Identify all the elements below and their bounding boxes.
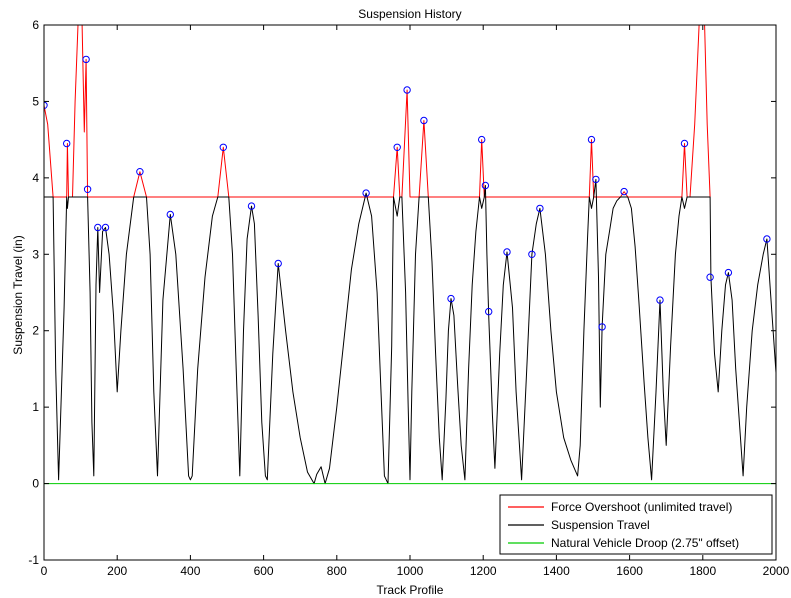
peak-marker: [44, 101, 48, 109]
peak-marker: [587, 135, 596, 144]
y-tick-label: 6: [32, 18, 39, 32]
x-tick-label: 0: [41, 564, 48, 578]
legend-label-1: Suspension Travel: [551, 518, 650, 532]
x-tick-label: 2000: [763, 564, 790, 578]
x-tick-label: 1200: [470, 564, 497, 578]
chart-title: Suspension History: [358, 7, 461, 21]
x-tick-label: 1400: [543, 564, 570, 578]
y-tick-label: 3: [32, 247, 39, 261]
y-tick-label: 5: [32, 94, 39, 108]
peak-marker: [94, 223, 102, 232]
peak-marker: [62, 139, 71, 148]
plot-series: [44, 25, 776, 485]
peak-marker: [403, 86, 411, 94]
y-axis-label: Suspension Travel (in): [11, 235, 25, 354]
x-axis-ticks: 0 200 400 600 800 1000 1200 1400 1600 1800 2000: [41, 25, 790, 578]
peak-marker: [82, 55, 90, 64]
legend-label-0: Force Overshoot (unlimited travel): [551, 500, 732, 514]
peak-marker: [680, 139, 689, 148]
peak-marker: [592, 175, 600, 184]
x-axis-label: Track Profile: [377, 583, 444, 597]
y-tick-label: 4: [32, 171, 39, 185]
peak-marker: [362, 189, 370, 197]
x-tick-label: 1800: [689, 564, 716, 578]
series-line-0: [44, 25, 711, 198]
y-tick-label: -1: [28, 553, 39, 567]
peak-marker: [136, 168, 144, 176]
peak-marker: [420, 116, 428, 125]
peak-marker: [447, 294, 455, 303]
y-tick-label: 1: [32, 400, 39, 414]
x-tick-label: 400: [180, 564, 200, 578]
x-tick-label: 1000: [397, 564, 424, 578]
legend-label-2: Natural Vehicle Droop (2.75" offset): [551, 536, 739, 550]
legend-box: [499, 494, 773, 555]
peak-marker: [620, 187, 628, 196]
peak-marker: [274, 259, 282, 268]
plot-markers: [44, 55, 771, 331]
x-tick-label: 200: [107, 564, 127, 578]
peak-marker: [536, 204, 544, 213]
peak-marker: [763, 235, 771, 243]
y-tick-label: 0: [32, 477, 39, 491]
peak-marker: [503, 248, 511, 256]
peak-marker: [101, 223, 110, 232]
x-tick-label: 1600: [616, 564, 643, 578]
x-tick-label: 600: [254, 564, 274, 578]
y-axis-ticks: -1 0 1 2 3 4 5 6: [28, 18, 776, 567]
peak-marker: [706, 273, 714, 281]
peak-marker: [724, 268, 733, 277]
peak-marker: [247, 202, 256, 210]
peak-marker: [83, 185, 92, 194]
peak-marker: [393, 143, 401, 152]
peak-marker: [481, 181, 490, 190]
peak-marker: [485, 307, 493, 316]
peak-marker: [598, 323, 606, 331]
y-tick-label: 2: [32, 324, 39, 338]
peak-marker: [478, 135, 486, 144]
peak-marker: [166, 210, 175, 219]
peak-marker: [219, 143, 228, 152]
x-tick-label: 800: [327, 564, 347, 578]
chart-legend: Force Overshoot (unlimited travel) Suspen…: [499, 494, 773, 555]
peak-marker: [528, 250, 536, 259]
peak-marker: [656, 296, 664, 304]
series-line-1: [44, 178, 776, 485]
